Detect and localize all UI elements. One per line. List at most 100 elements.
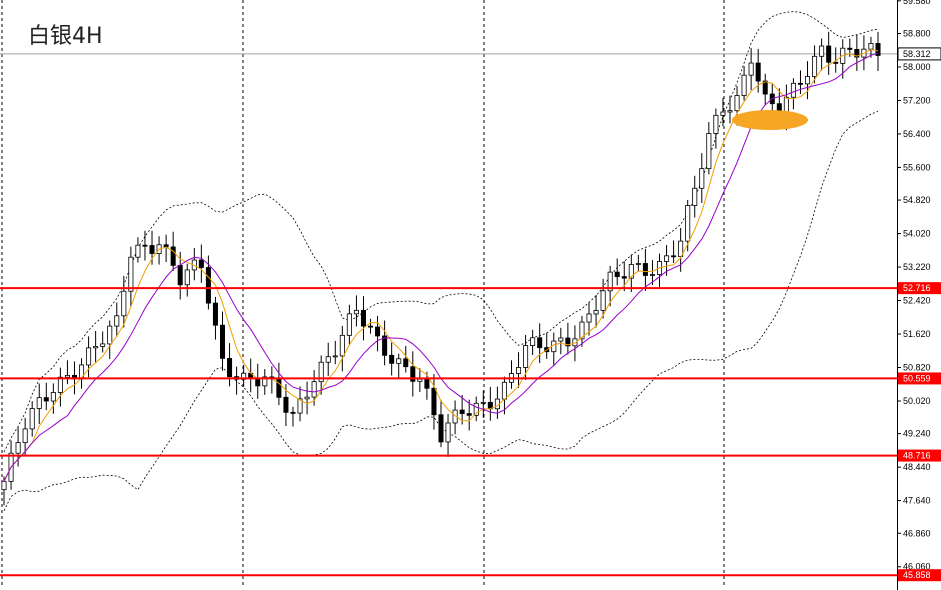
candle bbox=[325, 342, 331, 377]
candle bbox=[508, 360, 514, 389]
candle-body bbox=[396, 358, 402, 364]
level-tag-bg-0 bbox=[898, 282, 941, 295]
price-tick-label: 58.000 bbox=[903, 62, 931, 72]
price-tick-label: 50.820 bbox=[903, 363, 931, 373]
candle bbox=[198, 244, 204, 283]
price-tick-label: 49.240 bbox=[903, 429, 931, 439]
candle-body bbox=[586, 313, 592, 323]
candle-body bbox=[149, 245, 155, 254]
candle bbox=[107, 320, 113, 360]
candle-body bbox=[311, 381, 317, 398]
level-tag-label-2: 48.716 bbox=[903, 451, 931, 461]
candle bbox=[649, 260, 655, 285]
candle bbox=[346, 304, 352, 345]
candle bbox=[593, 294, 599, 328]
candle bbox=[685, 200, 691, 252]
candle-body bbox=[805, 76, 811, 85]
candle-body bbox=[438, 414, 444, 443]
candle bbox=[79, 358, 85, 389]
candle-body bbox=[812, 55, 818, 77]
candle-body bbox=[847, 47, 853, 50]
candle bbox=[142, 230, 148, 261]
candle-body bbox=[473, 402, 479, 416]
candle-body bbox=[128, 256, 134, 292]
price-tick-label: 54.020 bbox=[903, 229, 931, 239]
candle bbox=[389, 342, 395, 376]
level-tag-bg-3 bbox=[898, 569, 941, 582]
candle bbox=[431, 374, 437, 430]
candle-body bbox=[593, 310, 599, 315]
candle bbox=[15, 427, 21, 467]
candle bbox=[452, 400, 458, 435]
candle-body bbox=[621, 276, 627, 279]
candle bbox=[368, 318, 374, 334]
candle-body bbox=[410, 366, 416, 382]
candle bbox=[727, 95, 733, 124]
candle bbox=[558, 327, 564, 355]
candle-body bbox=[43, 397, 49, 402]
candle-body bbox=[685, 205, 691, 242]
candle-body bbox=[664, 255, 670, 262]
candle bbox=[642, 248, 648, 291]
candle bbox=[396, 353, 402, 378]
price-tick-label: 59.580 bbox=[903, 0, 931, 6]
ma-fast-line bbox=[3, 48, 879, 482]
candle-body bbox=[290, 411, 296, 414]
candle bbox=[706, 122, 712, 175]
candle-body bbox=[170, 246, 176, 266]
candle-body bbox=[797, 82, 803, 85]
price-tick-label: 48.440 bbox=[903, 462, 931, 472]
candle bbox=[790, 78, 796, 110]
candle-body bbox=[86, 347, 92, 366]
candle-body bbox=[649, 274, 655, 276]
candle bbox=[403, 345, 409, 373]
candle bbox=[424, 371, 430, 400]
candle bbox=[530, 329, 536, 356]
candle-body bbox=[713, 114, 719, 134]
candle-body bbox=[114, 315, 120, 327]
candle-body bbox=[198, 259, 204, 268]
candle-body bbox=[360, 309, 366, 327]
candle-body bbox=[100, 343, 106, 347]
candle-body bbox=[403, 358, 409, 368]
candle bbox=[692, 175, 698, 218]
price-tick-label: 56.400 bbox=[903, 129, 931, 139]
candle bbox=[410, 351, 416, 397]
candle bbox=[671, 240, 677, 264]
candle bbox=[833, 47, 839, 73]
candle bbox=[805, 61, 811, 100]
candle-body bbox=[297, 398, 303, 414]
candle-body bbox=[579, 321, 585, 340]
candle-body bbox=[671, 255, 677, 258]
candle-body bbox=[790, 82, 796, 98]
candle bbox=[93, 330, 99, 363]
candle-body bbox=[501, 381, 507, 400]
candle bbox=[819, 38, 825, 71]
candle-body bbox=[57, 376, 63, 393]
candle-body bbox=[318, 361, 324, 383]
candle-body bbox=[755, 62, 761, 82]
price-tick-label: 54.820 bbox=[903, 195, 931, 205]
candle-body bbox=[445, 422, 451, 443]
candle-body bbox=[93, 346, 99, 349]
candle bbox=[656, 253, 663, 288]
candle-body bbox=[64, 374, 70, 378]
candle bbox=[191, 248, 197, 281]
candle-body bbox=[706, 133, 712, 170]
bollinger-upper bbox=[3, 11, 879, 453]
chart-title: 白银4H bbox=[28, 24, 103, 49]
candle bbox=[332, 340, 338, 365]
candle bbox=[339, 325, 345, 372]
price-tick-label: 51.620 bbox=[903, 329, 931, 339]
candle bbox=[219, 311, 226, 371]
candle bbox=[487, 386, 493, 421]
candle-body bbox=[135, 244, 141, 258]
candle-body bbox=[382, 335, 388, 356]
candle bbox=[748, 48, 754, 91]
candle bbox=[417, 368, 423, 393]
candle bbox=[212, 296, 218, 340]
candle-body bbox=[163, 244, 169, 248]
candle-body bbox=[121, 290, 127, 317]
candle-body bbox=[537, 337, 543, 349]
